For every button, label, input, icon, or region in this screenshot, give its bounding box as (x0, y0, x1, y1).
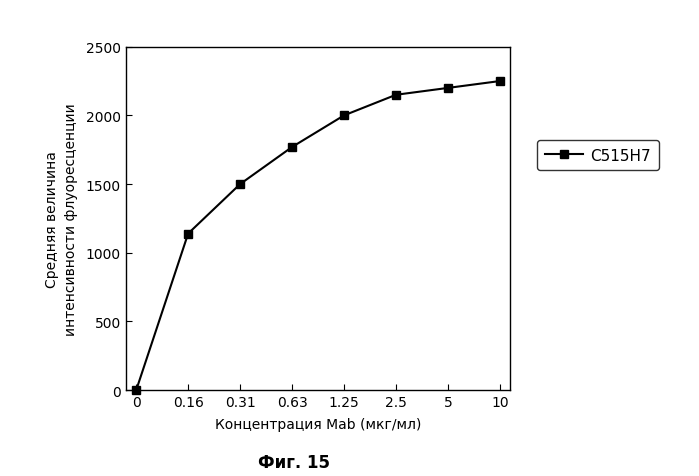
X-axis label: Концентрация Mab (мкг/мл): Концентрация Mab (мкг/мл) (215, 417, 421, 431)
С515Н7 (340, 113, 348, 119)
С515Н7 (288, 145, 296, 150)
С515Н7 (132, 387, 140, 393)
С515Н7 (184, 231, 192, 237)
Line: С515Н7: С515Н7 (132, 78, 504, 395)
С515Н7 (391, 93, 400, 99)
Legend: С515Н7: С515Н7 (537, 141, 659, 171)
Text: Фиг. 15: Фиг. 15 (257, 453, 330, 471)
С515Н7 (496, 79, 504, 85)
С515Н7 (444, 86, 452, 91)
Y-axis label: Средняя величина
интенсивности флуоресценции: Средняя величина интенсивности флуоресце… (45, 103, 78, 335)
С515Н7 (236, 182, 245, 188)
